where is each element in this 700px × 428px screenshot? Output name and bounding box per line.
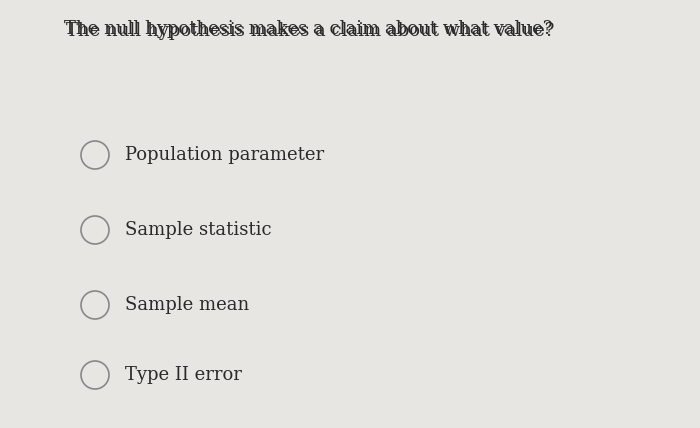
- Text: Type II error: Type II error: [125, 366, 242, 384]
- Text: The null hypothesis makes a claim about what value?: The null hypothesis makes a claim about …: [66, 22, 554, 40]
- Text: Sample statistic: Sample statistic: [125, 221, 272, 239]
- Text: Population parameter: Population parameter: [125, 146, 324, 164]
- Text: Sample mean: Sample mean: [125, 296, 249, 314]
- Ellipse shape: [81, 291, 109, 319]
- Ellipse shape: [81, 361, 109, 389]
- Ellipse shape: [81, 216, 109, 244]
- Text: The null hypothesis makes a claim about what value?: The null hypothesis makes a claim about …: [64, 20, 552, 38]
- Ellipse shape: [81, 141, 109, 169]
